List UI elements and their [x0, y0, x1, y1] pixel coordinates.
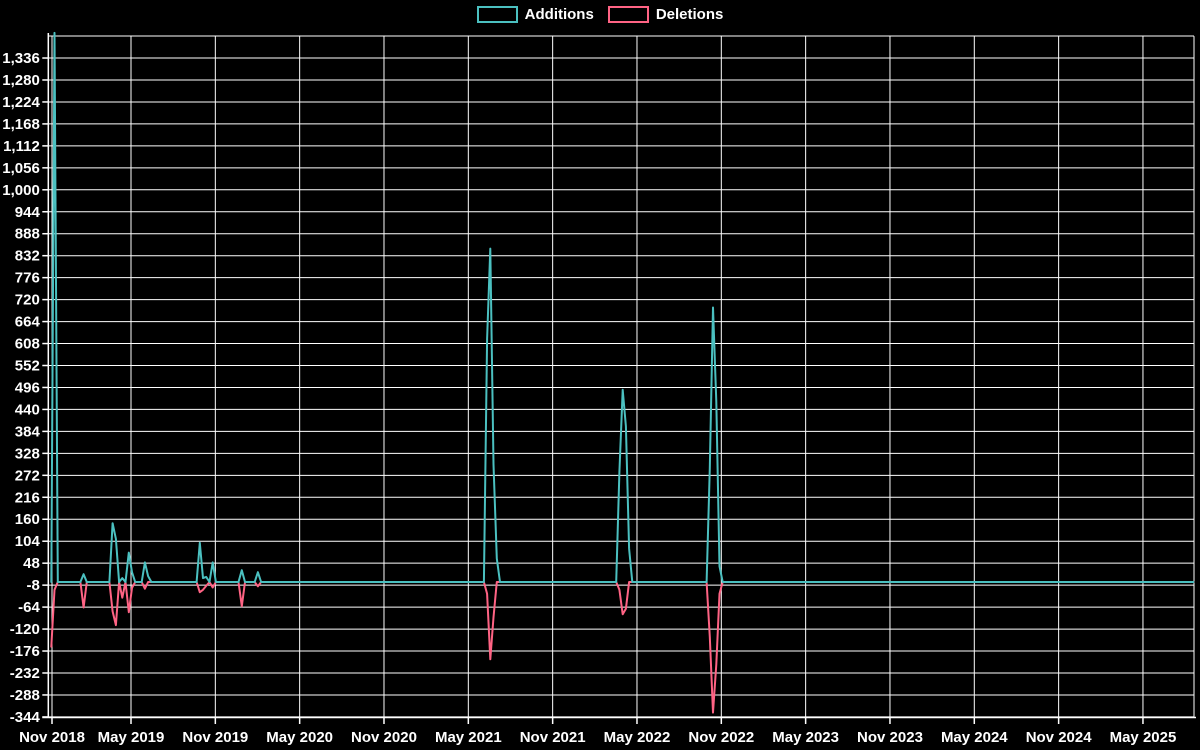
y-tick-label: 160	[15, 511, 40, 528]
additions-swatch-icon	[476, 6, 518, 23]
y-tick-label: -120	[10, 621, 40, 638]
y-tick-label: 664	[15, 314, 41, 331]
x-tick-label: Nov 2019	[182, 729, 248, 746]
chart-legend: Additions Deletions	[0, 6, 1200, 23]
axes	[42, 33, 1196, 724]
x-tick-label: Nov 2020	[351, 729, 417, 746]
y-tick-label: 944	[15, 204, 41, 221]
x-tick-label: May 2020	[266, 729, 333, 746]
y-tick-label: 1,280	[2, 72, 40, 89]
x-tick-label: May 2023	[772, 729, 839, 746]
y-tick-label: 1,112	[3, 138, 40, 155]
x-tick-label: May 2022	[604, 729, 671, 746]
additions-line	[50, 31, 1195, 583]
y-tick-label: 1,168	[2, 116, 40, 133]
y-tick-label: 216	[15, 489, 40, 506]
y-tick-label: 776	[15, 270, 40, 287]
y-tick-label: 48	[23, 555, 40, 572]
series-lines	[50, 31, 1195, 714]
deletions-swatch-icon	[607, 6, 649, 23]
x-tick-label: Nov 2024	[1026, 729, 1093, 746]
y-tick-label: 440	[15, 401, 40, 418]
x-tick-label: Nov 2018	[19, 729, 85, 746]
legend-item-additions[interactable]: Additions	[476, 6, 594, 23]
x-tick-label: Nov 2022	[688, 729, 754, 746]
x-tick-label: May 2019	[98, 729, 165, 746]
y-tick-label: 608	[15, 336, 40, 353]
y-tick-label: -176	[10, 643, 40, 660]
y-tick-label: 832	[15, 248, 40, 265]
y-tick-label: 328	[15, 445, 40, 462]
x-tick-label: Nov 2021	[520, 729, 586, 746]
y-tick-label: 272	[15, 467, 40, 484]
y-tick-label: 1,336	[2, 50, 40, 67]
y-tick-label: 384	[15, 423, 41, 440]
x-tick-label: May 2024	[941, 729, 1008, 746]
x-tick-label: Nov 2023	[857, 729, 923, 746]
legend-label-deletions: Deletions	[655, 6, 724, 23]
gridlines	[48, 35, 1195, 718]
y-tick-label: 104	[15, 533, 41, 550]
y-tick-label: -288	[10, 687, 40, 704]
y-tick-label: -344	[10, 709, 41, 726]
y-tick-label: 720	[15, 292, 40, 309]
y-tick-label: 888	[15, 226, 40, 243]
y-tick-label: 552	[15, 358, 40, 375]
legend-item-deletions[interactable]: Deletions	[607, 6, 724, 23]
y-tick-label: -64	[18, 599, 40, 616]
y-tick-label: 1,000	[2, 182, 40, 199]
deletions-line	[50, 581, 1195, 714]
y-tick-label: -232	[10, 665, 40, 682]
y-tick-label: 1,056	[2, 160, 40, 177]
legend-label-additions: Additions	[524, 6, 594, 23]
y-tick-label: 496	[15, 379, 40, 396]
y-tick-label: 1,224	[2, 94, 40, 111]
axis-labels: -344 -288 -232 -176 -120 -64 -8 48 104 160 216 272 3…	[2, 50, 1176, 746]
x-tick-label: May 2025	[1110, 729, 1177, 746]
x-tick-label: May 2021	[435, 729, 502, 746]
y-tick-label: -8	[26, 577, 39, 594]
